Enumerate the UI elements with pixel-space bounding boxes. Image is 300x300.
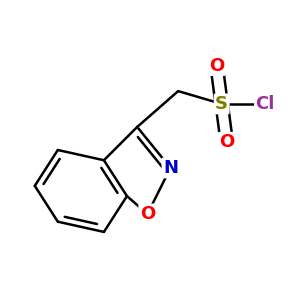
Text: S: S xyxy=(215,95,228,113)
Text: Cl: Cl xyxy=(256,95,275,113)
Text: O: O xyxy=(219,133,234,151)
Text: O: O xyxy=(140,205,155,223)
Text: O: O xyxy=(209,56,224,74)
Text: N: N xyxy=(163,159,178,177)
